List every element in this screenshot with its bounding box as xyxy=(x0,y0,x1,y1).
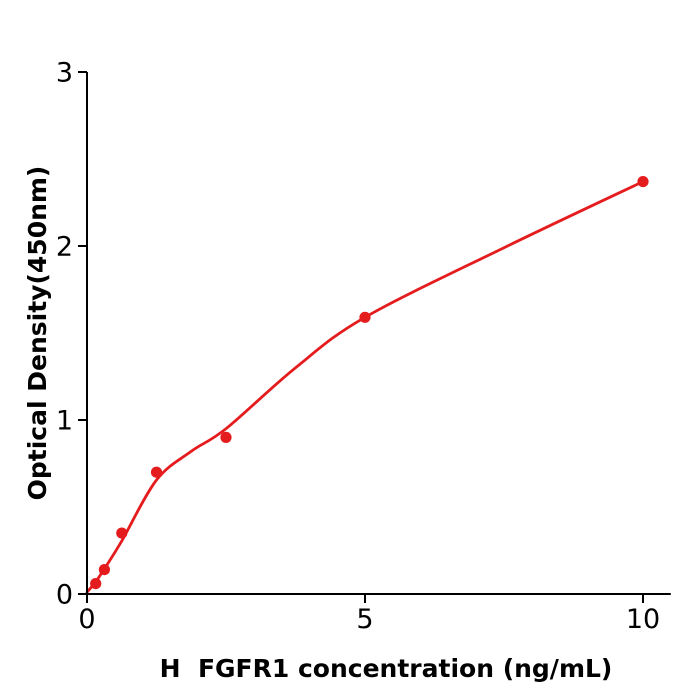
x-axis-title: H FGFR1 concentration (ng/mL) xyxy=(160,654,613,683)
data-point xyxy=(637,176,649,188)
data-point xyxy=(359,311,371,323)
data-point xyxy=(116,527,128,539)
data-points-layer xyxy=(90,176,649,590)
x-tick-label: 5 xyxy=(356,604,373,635)
x-ticks: 0 5 10 xyxy=(78,594,660,635)
fit-curve-layer xyxy=(85,180,645,594)
data-point xyxy=(220,431,232,443)
y-tick-label: 2 xyxy=(56,231,73,262)
data-point xyxy=(98,564,110,576)
y-tick-label: 1 xyxy=(56,405,73,436)
x-tick-label: 0 xyxy=(78,604,95,635)
fit-curve xyxy=(85,180,645,594)
x-tick-label: 10 xyxy=(626,604,660,635)
y-axis-title: Optical Density(450nm) xyxy=(23,166,52,501)
data-point xyxy=(90,578,102,590)
y-tick-label: 0 xyxy=(56,579,73,610)
data-point xyxy=(150,466,163,478)
y-ticks: 0 1 2 3 xyxy=(56,57,87,610)
y-tick-label: 3 xyxy=(56,57,73,88)
